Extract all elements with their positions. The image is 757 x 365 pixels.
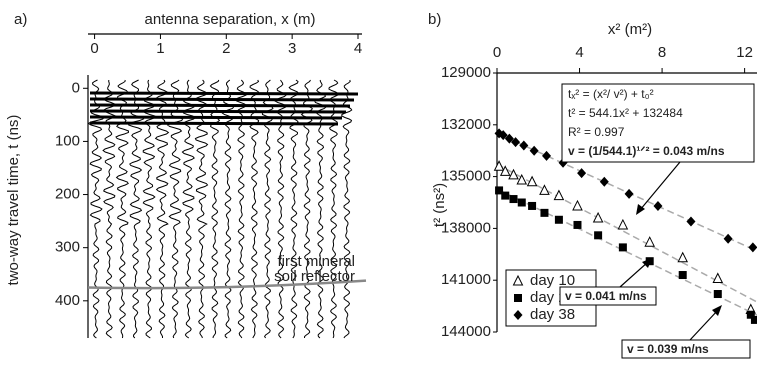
- data-point: [679, 271, 687, 279]
- annotation: v = (1/544.1)¹ᐟ² = 0.043 m/ns: [568, 144, 725, 158]
- x-tick-label: 2: [222, 40, 230, 57]
- data-point: [501, 192, 509, 200]
- y-tick-label: 100: [55, 132, 80, 149]
- legend-marker: [514, 294, 522, 302]
- y-tick-label: 132000: [441, 116, 491, 133]
- y-tick-label: 138000: [441, 219, 491, 236]
- x-axis-label: antenna separation, x (m): [145, 11, 316, 28]
- y-tick-label: 300: [55, 239, 80, 256]
- data-point: [594, 231, 602, 239]
- panel-label: b): [428, 11, 441, 28]
- x-tick-label: 12: [736, 44, 753, 61]
- data-point: [495, 161, 504, 170]
- arrow: [640, 162, 680, 210]
- data-point: [573, 221, 581, 229]
- y-tick-label: 400: [55, 292, 80, 309]
- arrow: [620, 262, 648, 287]
- reflection-band: [90, 93, 358, 94]
- reflection-band: [90, 105, 350, 106]
- wiggle-traces: [89, 80, 359, 338]
- y-tick-label: 135000: [441, 168, 491, 185]
- y-tick-label: 129000: [441, 64, 491, 81]
- annotation: tₓ² = (x²/ v²) + t₀²: [568, 87, 654, 101]
- x-tick-label: 4: [354, 40, 362, 57]
- y-tick-label: 0: [72, 79, 80, 96]
- x-tick-label: 3: [288, 40, 296, 57]
- x-tick-label: 1: [156, 40, 164, 57]
- figure: a) antenna separation, x (m) two-way tra…: [0, 0, 757, 360]
- data-point: [540, 209, 548, 217]
- x-tick-label: 4: [575, 44, 583, 61]
- data-point: [678, 253, 687, 262]
- reflection-band: [90, 111, 346, 112]
- data-point: [714, 290, 722, 298]
- data-point: [528, 202, 536, 210]
- panel-label: a): [14, 11, 27, 28]
- reflection-band: [90, 117, 342, 118]
- data-point: [645, 237, 654, 246]
- x-tick-label: 8: [658, 44, 666, 61]
- data-point: [686, 216, 695, 226]
- data-point: [724, 234, 733, 244]
- wiggle-trace: [342, 80, 352, 338]
- legend-label: day 38: [530, 306, 575, 323]
- wiggle-trace: [116, 80, 129, 338]
- data-point: [530, 146, 539, 156]
- legend-label: day 10: [530, 272, 575, 289]
- x-tick-label: 0: [90, 40, 98, 57]
- x-axis-label: x² (m²): [608, 21, 652, 38]
- data-point: [518, 199, 526, 207]
- y-axis-label: two-way travel time, t (ns): [5, 115, 22, 286]
- reflection-band: [90, 99, 354, 100]
- data-point: [600, 177, 609, 187]
- data-point: [618, 220, 627, 229]
- x-tick-label: 0: [493, 44, 501, 61]
- annotation: v = 0.041 m/ns: [565, 289, 647, 303]
- data-point: [519, 141, 528, 151]
- annotation: soil reflector: [274, 268, 355, 285]
- data-point: [594, 213, 603, 222]
- y-tick-label: 144000: [441, 323, 491, 340]
- data-point: [573, 201, 582, 210]
- data-point: [555, 216, 563, 224]
- annotation: R² = 0.997: [568, 125, 625, 139]
- data-point: [748, 242, 757, 252]
- data-point: [540, 185, 549, 194]
- y-tick-label: 200: [55, 186, 80, 203]
- wiggle-trace: [89, 80, 105, 338]
- data-point: [510, 195, 518, 203]
- arrow: [690, 310, 718, 340]
- data-point: [713, 273, 722, 282]
- data-point: [619, 243, 627, 251]
- reflection-band: [90, 123, 338, 124]
- data-point: [542, 151, 551, 161]
- data-point: [653, 201, 662, 211]
- annotation: v = 0.039 m/ns: [627, 342, 709, 356]
- data-point: [751, 316, 757, 324]
- y-tick-label: 141000: [441, 271, 491, 288]
- wiggle-trace: [103, 80, 115, 338]
- data-point: [625, 189, 634, 199]
- annotation: t² = 544.1x² + 132484: [568, 106, 683, 120]
